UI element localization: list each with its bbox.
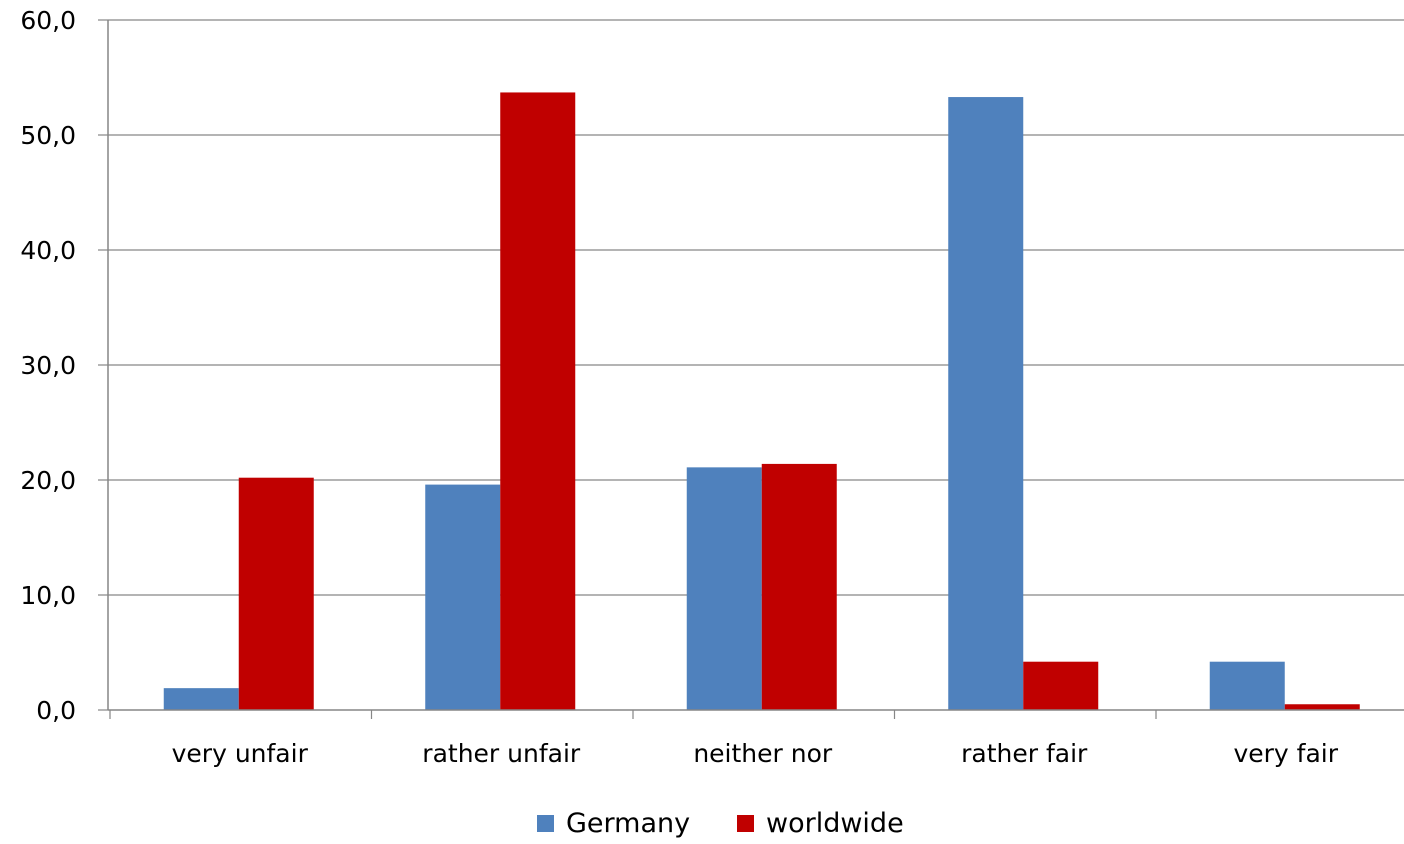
legend-swatch-germany xyxy=(537,815,554,832)
x-tick-label: very fair xyxy=(1233,739,1338,768)
y-tick-label: 10,0 xyxy=(20,581,76,610)
bar-worldwide-neither-nor xyxy=(761,463,837,710)
x-tick-label: rather unfair xyxy=(422,739,581,768)
y-tick-label: 0,0 xyxy=(36,696,76,725)
bar-germany-neither-nor xyxy=(686,467,762,710)
x-tick-label: rather fair xyxy=(961,739,1088,768)
y-tick-label: 30,0 xyxy=(20,351,76,380)
legend-swatch-worldwide xyxy=(737,815,754,832)
y-tick-label: 20,0 xyxy=(20,466,76,495)
bar-worldwide-very-unfair xyxy=(238,477,314,710)
tick-labels: 0,0 10,0 20,0 30,0 40,0 50,0 60,0 very unfair ra… xyxy=(20,6,1338,768)
legend: Germany worldwide xyxy=(537,808,904,839)
legend-label-worldwide: worldwide xyxy=(766,808,904,839)
gridlines xyxy=(108,19,1404,596)
y-tick-label: 60,0 xyxy=(20,6,76,35)
bar-worldwide-rather-unfair xyxy=(500,92,576,710)
bar-worldwide-rather-fair xyxy=(1023,661,1099,710)
y-tick-label: 40,0 xyxy=(20,236,76,265)
bar-germany-very-unfair xyxy=(163,688,239,710)
legend-label-germany: Germany xyxy=(566,808,690,839)
bar-germany-very-fair xyxy=(1209,661,1285,710)
x-tick-label: very unfair xyxy=(172,739,309,768)
axes xyxy=(98,19,1404,719)
bar-germany-rather-fair xyxy=(948,97,1024,711)
x-tick-label: neither nor xyxy=(693,739,833,768)
bar-germany-rather-unfair xyxy=(425,484,501,710)
y-tick-label: 50,0 xyxy=(20,121,76,150)
bar-worldwide-very-fair xyxy=(1284,704,1360,710)
bars xyxy=(163,92,1360,711)
